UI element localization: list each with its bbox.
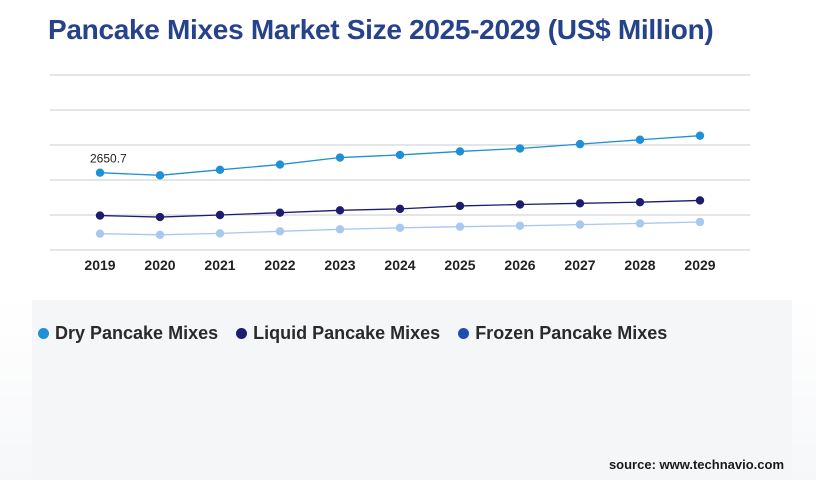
- data-labels: 2650.7: [90, 152, 127, 166]
- data-point-frozen[interactable]: [515, 221, 525, 230]
- x-tick-label: 2020: [144, 257, 175, 273]
- data-point-frozen[interactable]: [395, 223, 405, 233]
- data-point-liquid[interactable]: [455, 201, 465, 211]
- x-tick-label: 2027: [564, 257, 595, 273]
- source-note: source: www.technavio.com: [608, 457, 784, 472]
- legend-item-frozen[interactable]: Frozen Pancake Mixes: [458, 323, 667, 344]
- legend-marker-liquid-icon: [236, 328, 248, 339]
- x-tick-label: 2029: [684, 257, 715, 273]
- data-point-dry[interactable]: [275, 160, 285, 169]
- legend-label-liquid: Liquid Pancake Mixes: [253, 323, 441, 343]
- legend-label-dry: Dry Pancake Mixes: [55, 323, 219, 343]
- data-point-liquid[interactable]: [275, 208, 285, 217]
- data-point-dry[interactable]: [395, 150, 405, 160]
- data-point-dry[interactable]: [335, 153, 345, 162]
- data-point-liquid[interactable]: [335, 206, 345, 215]
- line-chart: 2019 2020 2021 2022 2023 2024 2025 2026 2027 2028…: [50, 74, 750, 273]
- legend: Dry Pancake Mixes Liquid Pancake Mixes F…: [38, 323, 667, 344]
- x-axis-ticks: 2019 2020 2021 2022 2023 2024 2025 2026 2027 2028…: [84, 257, 715, 273]
- x-tick-label: 2026: [504, 257, 535, 273]
- data-point-liquid[interactable]: [695, 196, 705, 205]
- data-point-dry[interactable]: [695, 131, 705, 140]
- data-point-dry[interactable]: [515, 144, 525, 153]
- data-point-liquid[interactable]: [395, 204, 405, 214]
- data-point-liquid[interactable]: [515, 200, 525, 209]
- data-point-frozen[interactable]: [275, 227, 285, 236]
- legend-label-frozen: Frozen Pancake Mixes: [475, 323, 668, 343]
- data-point-frozen[interactable]: [695, 217, 705, 227]
- data-point-liquid[interactable]: [95, 211, 105, 220]
- series-lines: [95, 131, 705, 240]
- data-point-frozen[interactable]: [155, 230, 165, 240]
- data-point-dry[interactable]: [95, 168, 105, 177]
- data-point-dry[interactable]: [155, 171, 165, 180]
- gridlines: [50, 74, 750, 251]
- chart-title: Pancake Mixes Market Size 2025-2029 (US$…: [48, 14, 714, 45]
- legend-marker-dry-icon: [38, 328, 49, 339]
- x-tick-label: 2019: [84, 257, 115, 273]
- data-point-liquid[interactable]: [155, 212, 165, 222]
- legend-item-liquid[interactable]: Liquid Pancake Mixes: [236, 323, 440, 344]
- legend-item-dry[interactable]: Dry Pancake Mixes: [38, 323, 218, 344]
- data-point-frozen[interactable]: [635, 219, 645, 228]
- data-point-dry[interactable]: [455, 147, 465, 156]
- data-point-frozen[interactable]: [215, 229, 225, 238]
- x-tick-label: 2024: [384, 257, 415, 273]
- x-tick-label: 2025: [444, 257, 475, 273]
- data-point-liquid[interactable]: [575, 199, 585, 208]
- legend-marker-frozen-icon: [458, 328, 470, 339]
- data-point-frozen[interactable]: [335, 225, 345, 234]
- data-point-liquid[interactable]: [215, 210, 225, 220]
- data-point-dry[interactable]: [635, 135, 645, 144]
- data-point-dry[interactable]: [215, 165, 225, 174]
- x-tick-label: 2023: [324, 257, 355, 273]
- x-tick-label: 2022: [264, 257, 295, 273]
- data-point-liquid[interactable]: [635, 197, 645, 207]
- x-tick-label: 2021: [204, 257, 235, 273]
- data-point-frozen[interactable]: [95, 229, 105, 238]
- data-point-frozen[interactable]: [455, 222, 465, 231]
- data-label: 2650.7: [90, 152, 127, 166]
- x-tick-label: 2028: [624, 257, 655, 273]
- data-point-dry[interactable]: [575, 139, 585, 149]
- legend-background: [32, 300, 792, 480]
- data-point-frozen[interactable]: [575, 220, 585, 229]
